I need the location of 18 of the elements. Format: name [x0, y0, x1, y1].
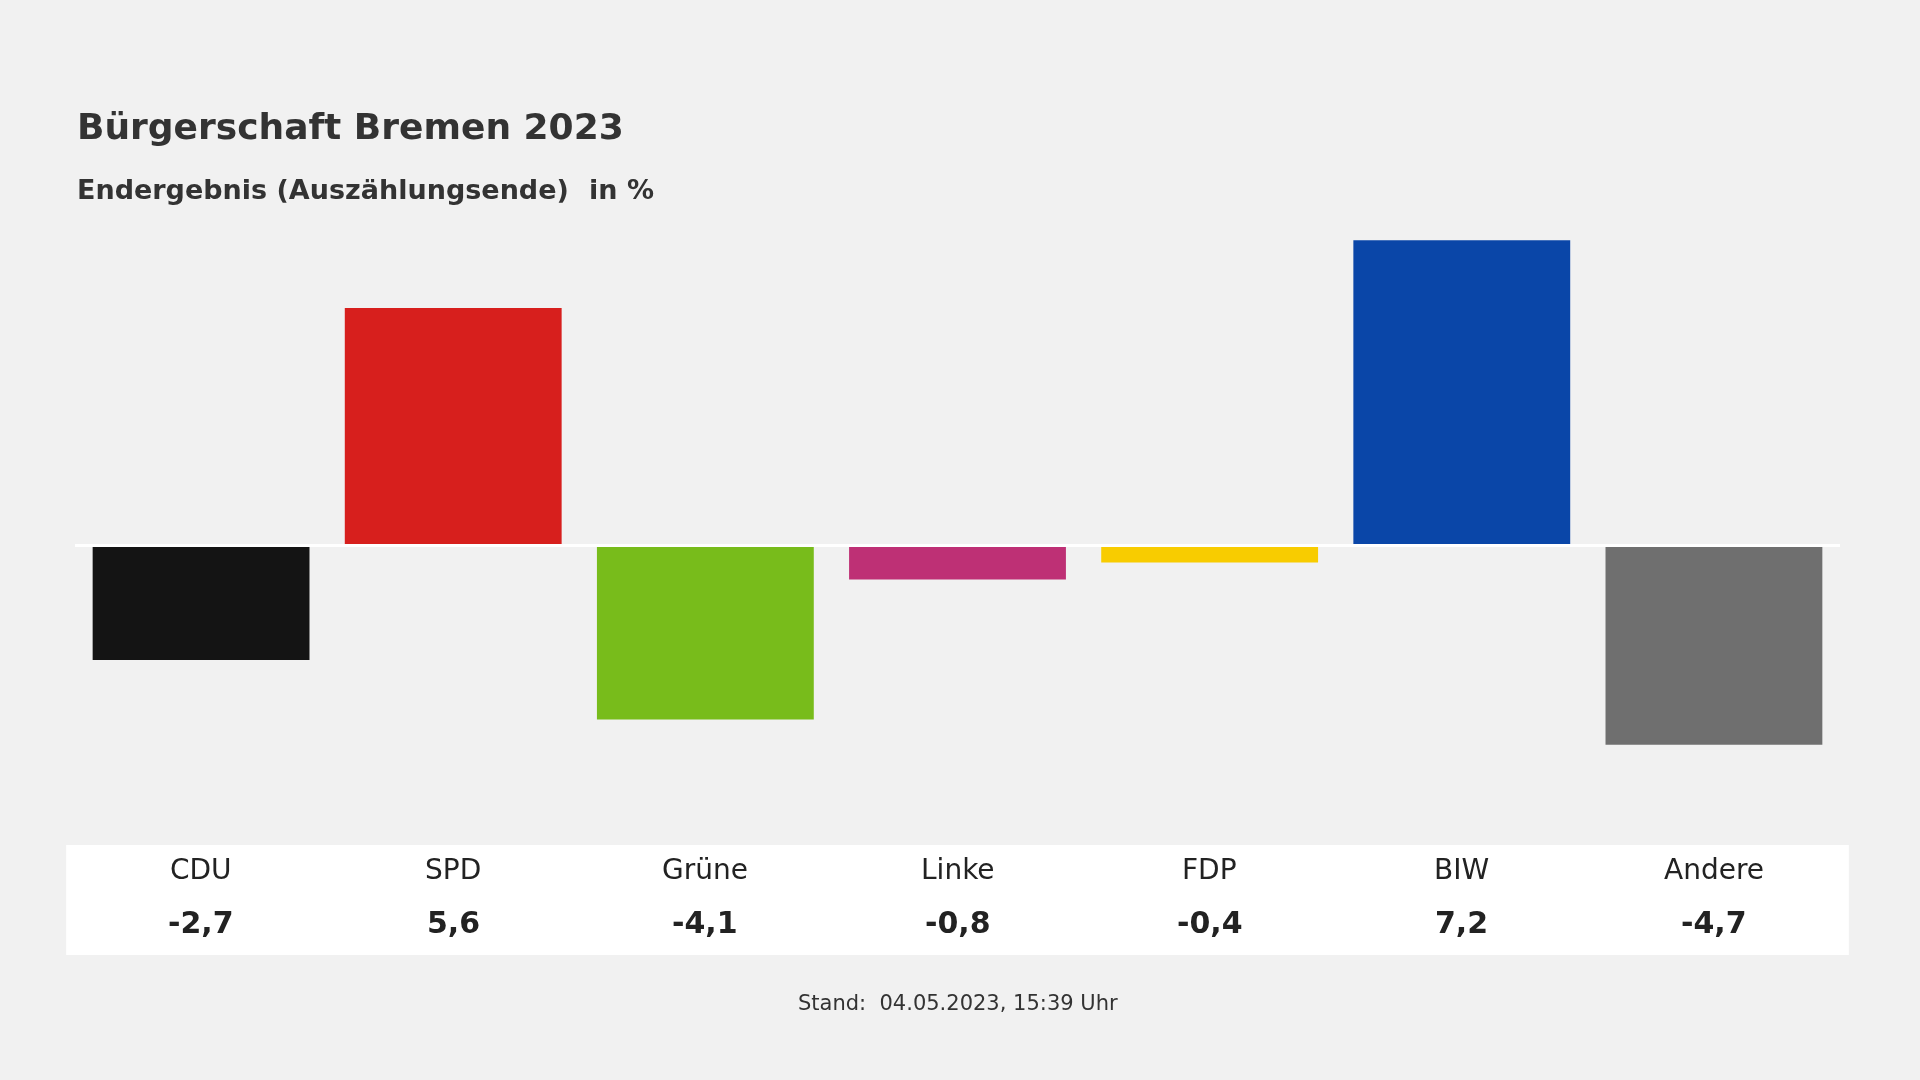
- data-label: -0,4: [1177, 905, 1243, 940]
- y-axis-title: in %: [589, 174, 654, 205]
- data-label: -0,8: [925, 905, 991, 940]
- data-label: -2,7: [168, 905, 234, 940]
- x-tick-label: BIW: [1434, 853, 1490, 886]
- data-label: -4,7: [1681, 905, 1747, 940]
- x-tick-label: CDU: [170, 853, 232, 886]
- x-tick-label: Grüne: [662, 853, 748, 886]
- chart-title: Bürgerschaft Bremen 2023: [77, 106, 624, 147]
- data-label: -4,1: [672, 905, 738, 940]
- data-label: 7,2: [1435, 905, 1489, 940]
- data-label: 5,6: [427, 905, 481, 940]
- x-tick-label: Linke: [921, 853, 995, 886]
- x-tick-label: Andere: [1664, 853, 1765, 886]
- chart-subtitle: Endergebnis (Auszählungsende): [77, 174, 569, 205]
- x-tick-label: SPD: [425, 853, 482, 886]
- text: Stand: 04.05.2023, 15:39 Uhr: [798, 991, 1118, 1015]
- x-tick-label: FDP: [1182, 853, 1237, 886]
